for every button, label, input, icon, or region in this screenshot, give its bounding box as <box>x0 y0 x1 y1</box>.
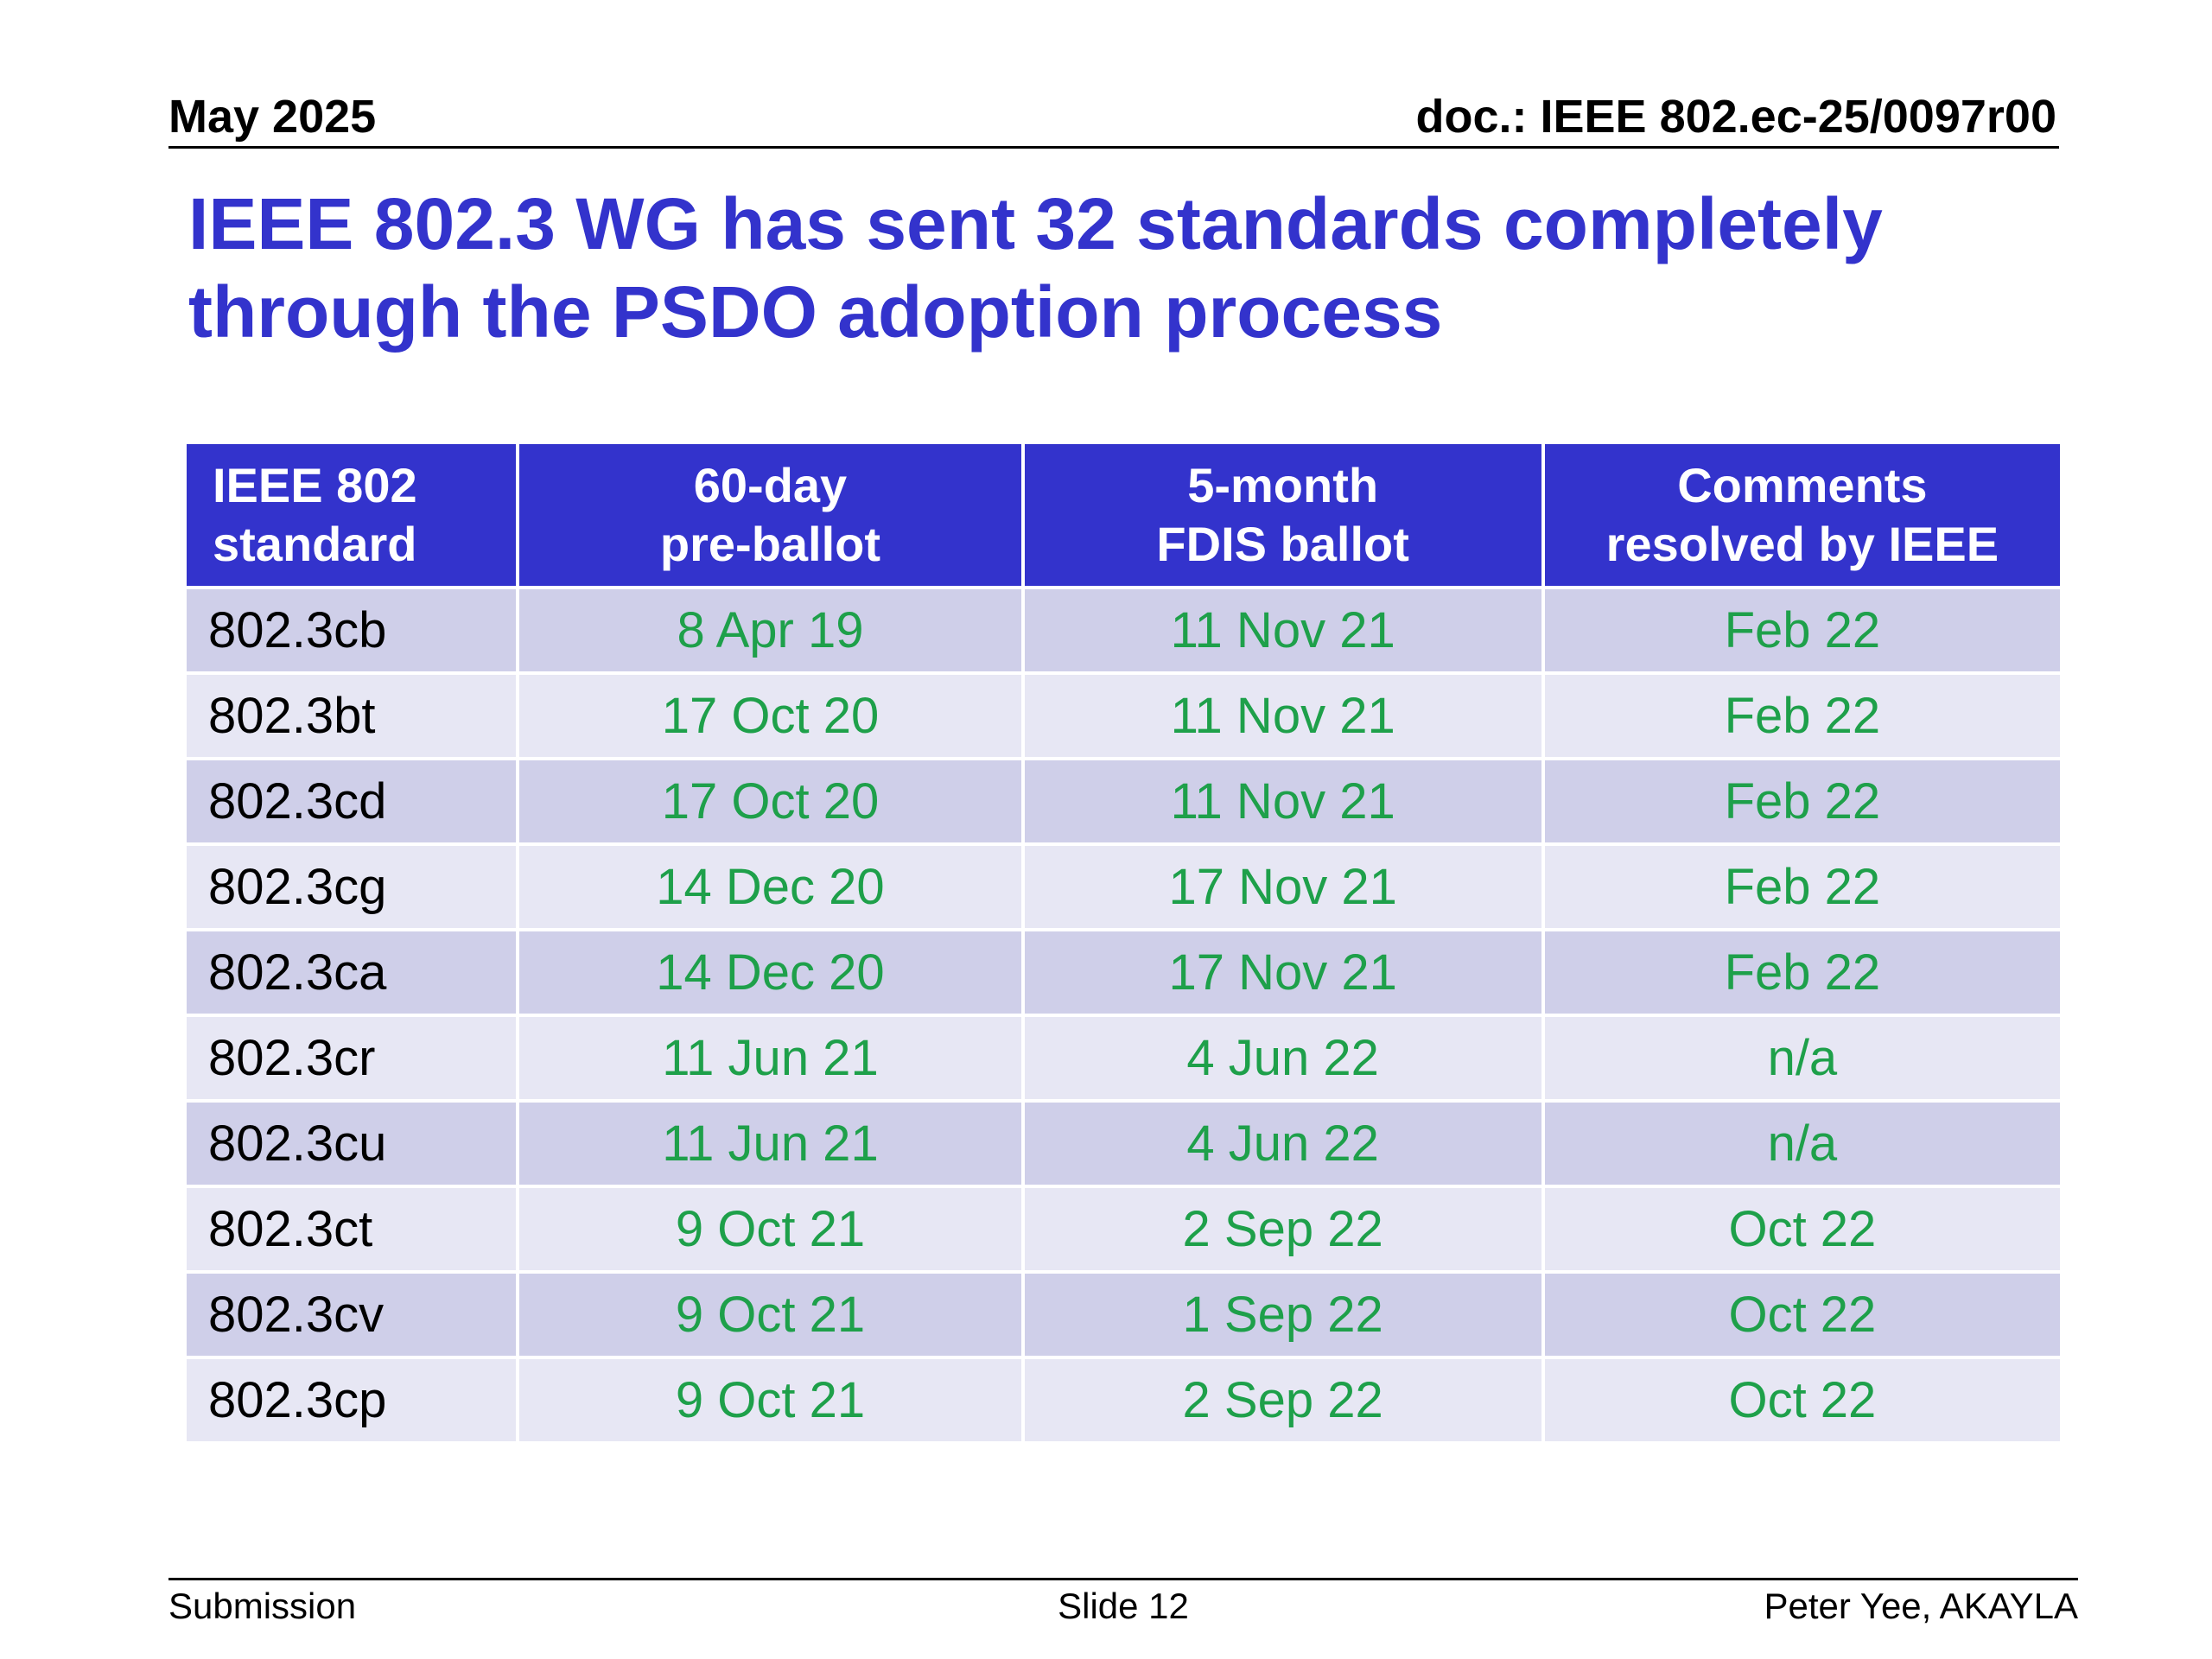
cell-pre-ballot: 17 Oct 20 <box>519 675 1021 757</box>
cell-standard: 802.3cd <box>187 760 517 842</box>
cell-pre-ballot: 17 Oct 20 <box>519 760 1021 842</box>
cell-comments-resolved: Feb 22 <box>1544 846 2060 928</box>
cell-comments-resolved: Oct 22 <box>1544 1188 2060 1270</box>
cell-standard: 802.3cp <box>187 1359 517 1441</box>
cell-fdis-ballot: 2 Sep 22 <box>1024 1188 1541 1270</box>
cell-pre-ballot: 8 Apr 19 <box>519 589 1021 671</box>
footer-author: Peter Yee, AKAYLA <box>1764 1586 2078 1626</box>
table-header-row: IEEE 802 standard 60-day pre-ballot 5-mo… <box>187 444 2060 586</box>
cell-fdis-ballot: 2 Sep 22 <box>1024 1359 1541 1441</box>
cell-pre-ballot: 11 Jun 21 <box>519 1103 1021 1185</box>
column-header-line: 60-day <box>693 458 848 512</box>
cell-comments-resolved: Feb 22 <box>1544 931 2060 1014</box>
cell-pre-ballot: 9 Oct 21 <box>519 1188 1021 1270</box>
table-row: 802.3bt 17 Oct 20 11 Nov 21 Feb 22 <box>187 675 2060 757</box>
column-header-line: resolved by IEEE <box>1605 517 1999 571</box>
standards-table-container: IEEE 802 standard 60-day pre-ballot 5-mo… <box>187 444 2060 1441</box>
cell-pre-ballot: 9 Oct 21 <box>519 1359 1021 1441</box>
column-header-line: Comments <box>1677 458 1928 512</box>
cell-standard: 802.3cb <box>187 589 517 671</box>
standards-table: IEEE 802 standard 60-day pre-ballot 5-mo… <box>183 441 2063 1445</box>
table-row: 802.3cg 14 Dec 20 17 Nov 21 Feb 22 <box>187 846 2060 928</box>
footer-slide-number: Slide 12 <box>1058 1586 1189 1626</box>
cell-pre-ballot: 14 Dec 20 <box>519 846 1021 928</box>
cell-pre-ballot: 9 Oct 21 <box>519 1274 1021 1356</box>
footer-divider <box>168 1578 2078 1580</box>
column-header-fdis-ballot: 5-month FDIS ballot <box>1024 444 1541 586</box>
table-row: 802.3ct 9 Oct 21 2 Sep 22 Oct 22 <box>187 1188 2060 1270</box>
slide-title-line-2: through the PSDO adoption process <box>188 271 1443 353</box>
cell-fdis-ballot: 17 Nov 21 <box>1024 846 1541 928</box>
cell-standard: 802.3cv <box>187 1274 517 1356</box>
cell-fdis-ballot: 11 Nov 21 <box>1024 675 1541 757</box>
table-row: 802.3cv 9 Oct 21 1 Sep 22 Oct 22 <box>187 1274 2060 1356</box>
footer-submission: Submission <box>168 1586 357 1626</box>
cell-comments-resolved: Oct 22 <box>1544 1274 2060 1356</box>
cell-fdis-ballot: 4 Jun 22 <box>1024 1017 1541 1099</box>
cell-fdis-ballot: 11 Nov 21 <box>1024 760 1541 842</box>
cell-standard: 802.3ca <box>187 931 517 1014</box>
cell-comments-resolved: Oct 22 <box>1544 1359 2060 1441</box>
cell-standard: 802.3ct <box>187 1188 517 1270</box>
cell-pre-ballot: 11 Jun 21 <box>519 1017 1021 1099</box>
column-header-comments-resolved: Comments resolved by IEEE <box>1544 444 2060 586</box>
table-row: 802.3ca 14 Dec 20 17 Nov 21 Feb 22 <box>187 931 2060 1014</box>
column-header-line: FDIS ballot <box>1156 517 1409 571</box>
column-header-pre-ballot: 60-day pre-ballot <box>519 444 1021 586</box>
cell-fdis-ballot: 17 Nov 21 <box>1024 931 1541 1014</box>
table-row: 802.3cp 9 Oct 21 2 Sep 22 Oct 22 <box>187 1359 2060 1441</box>
cell-comments-resolved: Feb 22 <box>1544 760 2060 842</box>
column-header-line: 5-month <box>1187 458 1379 512</box>
cell-fdis-ballot: 1 Sep 22 <box>1024 1274 1541 1356</box>
header-date: May 2025 <box>168 91 377 143</box>
header-divider <box>168 146 2059 149</box>
column-header-standard: IEEE 802 standard <box>187 444 517 586</box>
slide-title: IEEE 802.3 WG has sent 32 standards comp… <box>188 180 2089 356</box>
cell-fdis-ballot: 4 Jun 22 <box>1024 1103 1541 1185</box>
table-row: 802.3cr 11 Jun 21 4 Jun 22 n/a <box>187 1017 2060 1099</box>
table-row: 802.3cb 8 Apr 19 11 Nov 21 Feb 22 <box>187 589 2060 671</box>
cell-comments-resolved: n/a <box>1544 1103 2060 1185</box>
cell-standard: 802.3bt <box>187 675 517 757</box>
cell-standard: 802.3cu <box>187 1103 517 1185</box>
cell-comments-resolved: Feb 22 <box>1544 589 2060 671</box>
table-row: 802.3cu 11 Jun 21 4 Jun 22 n/a <box>187 1103 2060 1185</box>
slide-title-line-1: IEEE 802.3 WG has sent 32 standards comp… <box>188 183 1883 264</box>
cell-fdis-ballot: 11 Nov 21 <box>1024 589 1541 671</box>
column-header-line: IEEE 802 <box>213 458 417 512</box>
cell-standard: 802.3cr <box>187 1017 517 1099</box>
header-doc-id: doc.: IEEE 802.ec-25/0097r00 <box>1415 91 2056 143</box>
column-header-line: pre-ballot <box>659 517 881 571</box>
cell-comments-resolved: Feb 22 <box>1544 675 2060 757</box>
cell-standard: 802.3cg <box>187 846 517 928</box>
column-header-line: standard <box>213 517 417 571</box>
cell-comments-resolved: n/a <box>1544 1017 2060 1099</box>
cell-pre-ballot: 14 Dec 20 <box>519 931 1021 1014</box>
table-row: 802.3cd 17 Oct 20 11 Nov 21 Feb 22 <box>187 760 2060 842</box>
